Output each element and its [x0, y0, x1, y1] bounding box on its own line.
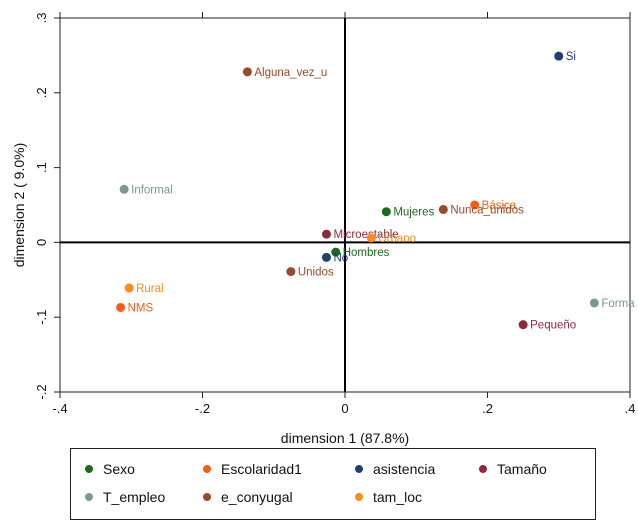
legend-item: Escolaridad1: [203, 461, 302, 477]
point-label: Mujeres: [393, 207, 434, 219]
x-axis-title: dimension 1 (87.8%): [281, 430, 409, 446]
point-label: NMS: [128, 302, 154, 314]
legend-item: e_conyugal: [203, 489, 293, 505]
legend-marker: [85, 493, 93, 501]
data-point: [331, 247, 341, 257]
data-point: [116, 302, 126, 312]
legend-item: asistencia: [355, 461, 435, 477]
x-tick-label: .4: [625, 401, 636, 416]
legend-marker: [479, 465, 487, 473]
legend-item: Tamaño: [479, 461, 547, 477]
data-point: [470, 200, 480, 210]
legend-label: Escolaridad1: [221, 461, 302, 477]
y-tick-label: -.2: [34, 384, 49, 399]
legend-label: T_empleo: [103, 489, 166, 505]
point-label: No: [333, 252, 348, 264]
legend-label: tam_loc: [373, 489, 423, 505]
data-point: [321, 229, 331, 239]
data-point: [554, 51, 564, 61]
point-label: Microestable: [333, 229, 398, 241]
x-tick-label: -.2: [195, 401, 210, 416]
legend-item: T_empleo: [85, 489, 165, 505]
legend-marker: [203, 465, 211, 473]
point-label: Rural: [136, 283, 163, 295]
legend-marker: [203, 493, 211, 501]
point-label: Nunca_unidos: [450, 204, 524, 216]
y-axis-title: dimension 2 ( 9.0%): [11, 143, 27, 268]
data-point: [286, 267, 296, 277]
point-label: Unidos: [298, 267, 334, 279]
legend-label: e_conyugal: [221, 489, 293, 505]
y-tick-label: -.1: [34, 310, 49, 325]
legend-marker: [355, 465, 363, 473]
y-tick-label: .2: [34, 87, 49, 98]
legend-label: asistencia: [373, 461, 436, 477]
y-tick-label: .1: [34, 162, 49, 173]
data-point: [321, 252, 331, 262]
data-point: [366, 233, 376, 243]
y-tick-label: .3: [34, 13, 49, 24]
data-point: [124, 283, 134, 293]
point-label: Forma: [601, 298, 635, 310]
y-tick-label: 0: [34, 239, 49, 246]
legend-marker: [355, 493, 363, 501]
point-label: Hombres: [343, 247, 390, 259]
data-point: [119, 184, 129, 194]
legend-label: Sexo: [103, 461, 135, 477]
point-label: Alguna_vez_u: [254, 67, 327, 79]
legend-label: Tamaño: [497, 461, 547, 477]
point-label: Básica: [482, 200, 517, 212]
data-point: [438, 204, 448, 214]
point-label: Informal: [131, 184, 173, 196]
data-point: [518, 320, 528, 330]
point-label: Urbano: [378, 233, 416, 245]
x-tick-label: .2: [482, 401, 493, 416]
legend-item: tam_loc: [355, 489, 422, 505]
x-tick-label: 0: [341, 401, 348, 416]
legend-item: Sexo: [85, 461, 135, 477]
legend-marker: [85, 465, 93, 473]
point-label: Pequeño: [530, 320, 576, 332]
data-point: [589, 298, 599, 308]
data-point: [381, 207, 391, 217]
x-tick-label: -.4: [52, 401, 67, 416]
data-point: [242, 67, 252, 77]
legend: Sexo Escolaridad1 asistencia Tamaño T_empleo…: [70, 448, 596, 520]
point-label: Si: [566, 51, 576, 63]
